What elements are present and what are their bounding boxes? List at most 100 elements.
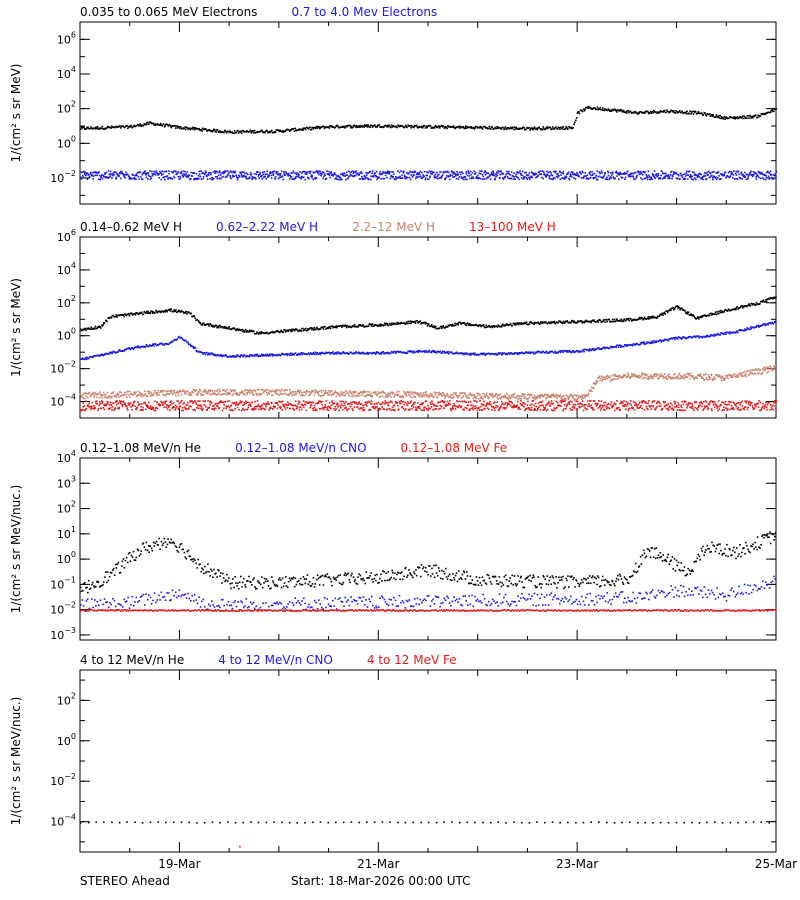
data-point: [605, 178, 607, 180]
data-point: [509, 177, 511, 180]
data-point: [415, 173, 418, 176]
data-point: [474, 173, 476, 175]
data-point: [435, 325, 437, 328]
data-point: [119, 172, 121, 174]
data-point: [738, 307, 741, 309]
data-point: [257, 171, 259, 173]
data-point: [179, 177, 182, 180]
data-point: [89, 328, 91, 330]
data-point: [482, 324, 485, 326]
data-point: [382, 351, 385, 353]
data-point: [171, 125, 174, 127]
data-point: [436, 396, 439, 398]
data-point: [540, 176, 543, 179]
data-point: [195, 389, 198, 391]
data-point: [404, 322, 407, 325]
data-point: [514, 128, 517, 130]
data-point: [713, 335, 715, 337]
data-point: [159, 343, 161, 345]
data-point: [410, 178, 412, 181]
data-point: [519, 395, 521, 397]
data-point: [346, 174, 348, 176]
data-point: [652, 111, 654, 114]
data-point: [154, 174, 157, 176]
data-point: [454, 126, 457, 129]
data-point: [328, 174, 331, 177]
data-point: [509, 174, 512, 176]
data-point: [359, 353, 361, 355]
data-point: [755, 178, 757, 180]
data-point: [745, 173, 747, 176]
data-point: [115, 393, 118, 396]
data-point: [603, 109, 606, 112]
data-point: [494, 352, 497, 355]
data-point: [210, 173, 212, 176]
data-point: [237, 132, 240, 134]
data-point: [645, 174, 648, 176]
data-point: [544, 174, 547, 177]
data-point: [498, 127, 500, 129]
data-point: [500, 325, 502, 328]
data-point: [207, 323, 210, 326]
data-point: [284, 174, 286, 176]
data-point: [443, 350, 446, 353]
data-point: [234, 171, 236, 174]
data-point: [751, 115, 754, 118]
data-point: [384, 395, 387, 397]
data-point: [244, 328, 247, 331]
data-point: [208, 172, 211, 174]
data-point: [771, 176, 773, 179]
data-point: [562, 126, 564, 128]
data-point: [487, 176, 489, 179]
data-point: [552, 177, 555, 179]
data-point: [216, 176, 218, 178]
data-point: [413, 174, 415, 176]
data-point: [566, 350, 569, 352]
data-point: [362, 177, 364, 180]
data-point: [676, 112, 679, 114]
data-point: [424, 349, 427, 352]
data-point: [650, 112, 653, 114]
data-point: [764, 178, 767, 181]
data-point: [566, 127, 568, 129]
data-point: [730, 116, 732, 119]
data-point: [384, 124, 387, 127]
data-point: [388, 322, 391, 325]
data-point: [225, 131, 228, 134]
data-point: [411, 125, 414, 128]
data-point: [98, 355, 101, 357]
data-point: [93, 394, 96, 397]
data-point: [478, 177, 481, 179]
data-point: [243, 390, 246, 392]
data-point: [209, 353, 211, 356]
data-point: [246, 329, 249, 332]
data-point: [605, 109, 608, 111]
data-point: [656, 340, 659, 343]
data-point: [668, 175, 671, 178]
data-point: [743, 329, 746, 332]
data-point: [534, 128, 537, 130]
data-point: [258, 131, 261, 133]
data-point: [653, 110, 656, 113]
data-point: [578, 175, 580, 178]
data-point: [150, 177, 153, 179]
data-point: [628, 344, 630, 346]
data-point: [234, 355, 236, 357]
data-point: [235, 355, 237, 358]
data-point: [387, 395, 389, 397]
data-point: [484, 326, 486, 329]
data-point: [671, 338, 673, 340]
data-point: [241, 390, 243, 392]
data-point: [734, 177, 736, 180]
data-point: [630, 344, 633, 346]
data-point: [332, 351, 334, 353]
data-point: [507, 170, 510, 173]
data-point: [604, 321, 606, 323]
data-point: [661, 314, 663, 316]
data-point: [137, 345, 139, 347]
data-point: [621, 173, 623, 175]
data-point: [332, 173, 335, 176]
data-point: [550, 321, 553, 323]
data-point: [464, 176, 466, 178]
data-point: [515, 175, 517, 177]
